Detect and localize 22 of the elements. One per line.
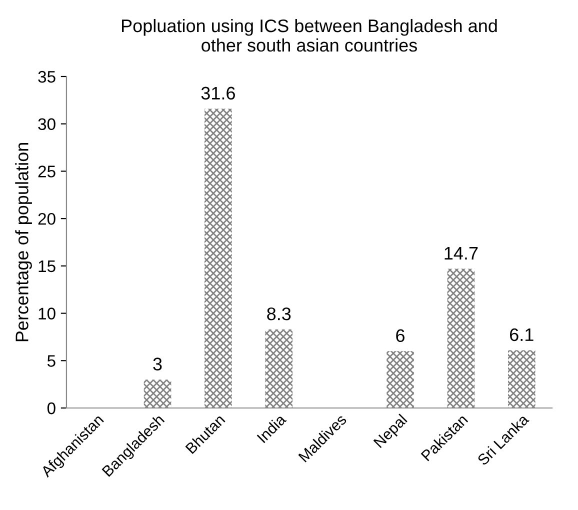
data-label: 3 bbox=[153, 358, 162, 370]
y-tick-label: 25 bbox=[38, 166, 56, 178]
chart-title: Popluation using ICS between Bangladesh and other south asian countries bbox=[122, 18, 497, 52]
data-label: 8.3 bbox=[267, 307, 291, 320]
y-tick-label: 20 bbox=[38, 212, 56, 225]
y-tick-label: 35 bbox=[38, 70, 56, 83]
y-tick-label: 15 bbox=[38, 260, 56, 272]
y-axis-title: Percentage of population bbox=[15, 143, 32, 342]
y-tick-label: 30 bbox=[38, 118, 56, 130]
bar bbox=[265, 329, 293, 408]
bar bbox=[386, 351, 414, 408]
bar bbox=[144, 380, 172, 408]
y-tick-label: 10 bbox=[38, 308, 56, 320]
data-label: 6 bbox=[396, 329, 404, 342]
bar bbox=[204, 108, 232, 408]
bar bbox=[508, 350, 536, 408]
data-label: 6.1 bbox=[510, 328, 534, 342]
y-tick-label: 5 bbox=[47, 355, 56, 367]
y-tick-label: 0 bbox=[47, 402, 56, 414]
data-label: 31.6 bbox=[201, 86, 235, 100]
bar bbox=[447, 268, 475, 408]
data-label: 14.7 bbox=[444, 247, 478, 260]
